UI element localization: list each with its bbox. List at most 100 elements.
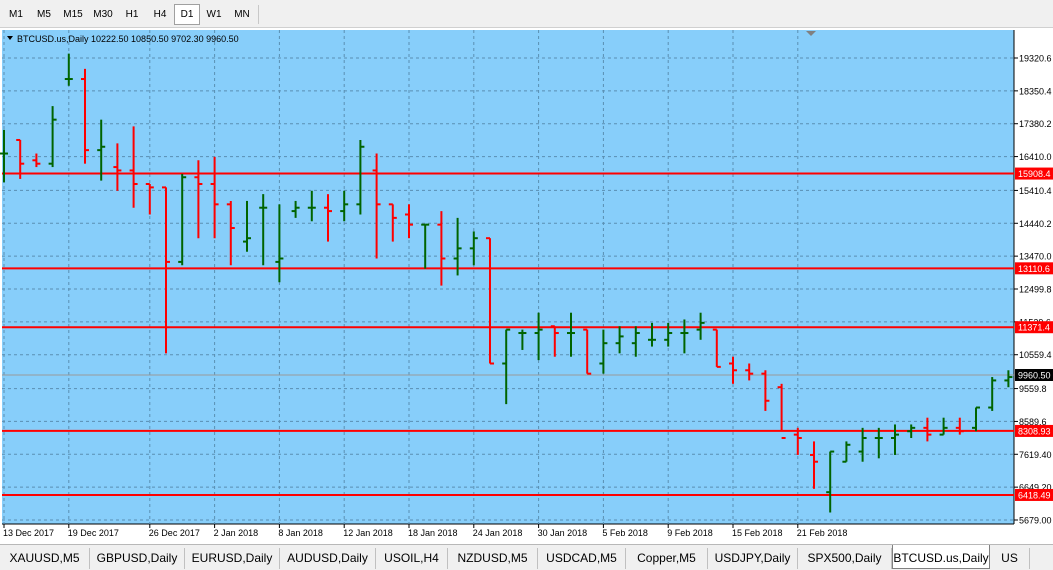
- ohlc-bar: [307, 190, 316, 222]
- x-tick-label: 26 Dec 2017: [149, 528, 200, 538]
- chart-tab[interactable]: BTCUSD.us,Daily: [892, 545, 990, 569]
- level-label: 6418.49: [1018, 490, 1051, 500]
- chart-tab[interactable]: SPX500,Daily: [798, 548, 892, 569]
- ohlc-bar: [550, 325, 559, 357]
- ohlc-bar: [874, 427, 883, 459]
- ohlc-chart[interactable]: 19320.6 18350.4 17380.2 16410.0 15410.4 14440…: [0, 28, 1053, 544]
- chart-tab[interactable]: AUDUSD,Daily: [280, 548, 376, 569]
- ohlc-bar: [291, 200, 300, 218]
- y-tick-label: 6649.20: [1019, 483, 1052, 493]
- timeframe-h4-button[interactable]: H4: [146, 4, 174, 25]
- x-tick-label: 5 Feb 2018: [602, 528, 648, 538]
- ohlc-bar: [486, 237, 494, 365]
- level-label: 13110.6: [1018, 264, 1050, 274]
- level-label-bg: [1015, 262, 1053, 275]
- x-tick-label: 2 Jan 2018: [214, 528, 259, 538]
- y-tick-label: 9559.8: [1019, 384, 1047, 394]
- ohlc-bar: [534, 312, 543, 361]
- ohlc-bar: [826, 450, 835, 513]
- x-tick-label: 30 Jan 2018: [538, 528, 588, 538]
- ohlc-bar: [891, 424, 899, 455]
- ohlc-bar: [810, 441, 818, 489]
- y-tick-label: 15410.4: [1019, 186, 1052, 196]
- ohlc-bar: [729, 356, 737, 384]
- chart-tab[interactable]: XAUUSD,M5: [0, 548, 90, 569]
- ohlc-bar: [453, 217, 462, 276]
- y-tick-label: 7619.40: [1019, 450, 1052, 460]
- ohlc-bar: [243, 200, 251, 252]
- x-tick-label: 18 Jan 2018: [408, 528, 458, 538]
- y-tick-label: 8589.6: [1019, 417, 1047, 427]
- horizontal-levels: [2, 172, 1014, 496]
- x-tick-label: 8 Jan 2018: [278, 528, 323, 538]
- y-tick-label: 5679.00: [1019, 516, 1052, 526]
- chart-tab[interactable]: USDCAD,M5: [538, 548, 626, 569]
- price-axis-bg: [1015, 28, 1053, 544]
- level-label: 8308.93: [1018, 426, 1051, 436]
- ohlc-bar: [145, 183, 154, 215]
- ohlc-bar: [615, 326, 624, 354]
- level-label-bg: [1015, 321, 1053, 334]
- ohlc-bar: [502, 328, 511, 405]
- ohlc-bar: [923, 417, 932, 442]
- y-tick-label: 10559.4: [1019, 350, 1052, 360]
- timeframe-h1-button[interactable]: H1: [118, 4, 146, 25]
- chart-window[interactable]: 19320.6 18350.4 17380.2 16410.0 15410.4 14440…: [0, 28, 1053, 544]
- ohlc-bar: [518, 329, 527, 350]
- x-tick-label: 24 Jan 2018: [473, 528, 523, 538]
- ohlc-bar: [955, 417, 964, 435]
- level-label: 15908.4: [1018, 169, 1051, 179]
- timeframe-d1-button[interactable]: D1: [174, 4, 200, 25]
- ohlc-bar: [356, 139, 365, 215]
- ohlc-bar: [648, 322, 656, 347]
- chart-tab[interactable]: EURUSD,Daily: [185, 548, 280, 569]
- ohlc-bar: [972, 406, 980, 432]
- chart-tab[interactable]: USOIL,H4: [376, 548, 448, 569]
- ohlc-bar: [16, 138, 25, 179]
- toolbar-separator: [258, 5, 259, 24]
- triangle-down-icon[interactable]: [7, 36, 13, 40]
- ohlc-bar: [340, 190, 349, 222]
- ohlc-bar: [372, 153, 381, 259]
- ohlc-bar: [664, 322, 673, 347]
- level-label-bg: [1015, 167, 1053, 180]
- timeframe-m5-button[interactable]: M5: [30, 4, 58, 25]
- level-label-bg: [1015, 488, 1053, 501]
- x-tick-label: 19 Dec 2017: [68, 528, 119, 538]
- timeframe-w1-button[interactable]: W1: [200, 4, 228, 25]
- y-tick-label: 19320.6: [1019, 54, 1052, 64]
- ohlc-bar: [32, 153, 41, 168]
- ohlc-bar: [81, 68, 89, 164]
- ohlc-bar: [761, 370, 770, 411]
- time-axis: 13 Dec 2017 19 Dec 2017 26 Dec 2017 2 Jan 2…: [0, 524, 1015, 544]
- ohlc-bar: [97, 119, 106, 181]
- timeframe-m30-button[interactable]: M30: [88, 4, 118, 25]
- y-tick-label: 18350.4: [1019, 86, 1052, 96]
- x-tick-label: 13 Dec 2017: [3, 528, 54, 538]
- x-tick-label: 21 Feb 2018: [797, 528, 848, 538]
- ohlc-bar: [858, 427, 867, 462]
- chart-tab[interactable]: USDJPY,Daily: [708, 548, 798, 569]
- y-tick-label: 12499.8: [1019, 285, 1052, 295]
- timeframe-m15-button[interactable]: M15: [58, 4, 88, 25]
- ohlc-bar: [696, 312, 705, 340]
- ohlc-bar: [988, 377, 997, 411]
- chart-tab[interactable]: US: [990, 548, 1030, 569]
- ohlc-bar: [324, 194, 332, 242]
- plot-area[interactable]: [2, 30, 1014, 524]
- chart-tab[interactable]: NZDUSD,M5: [448, 548, 538, 569]
- price-axis: 19320.6 18350.4 17380.2 16410.0 15410.4 14440…: [1014, 28, 1053, 544]
- chart-tab[interactable]: Copper,M5: [626, 548, 708, 569]
- ohlc-bar: [842, 441, 851, 463]
- current-price-label: 9960.50: [1018, 370, 1051, 380]
- timeframe-mn-button[interactable]: MN: [228, 4, 256, 25]
- ohlc-bar: [567, 312, 575, 357]
- ohlc-bar: [712, 328, 721, 368]
- ohlc-bar: [162, 186, 170, 354]
- ohlc-bar: [226, 200, 235, 266]
- ohlc-bar: [259, 194, 268, 266]
- timeframe-m1-button[interactable]: M1: [2, 4, 30, 25]
- shift-marker-icon[interactable]: [806, 31, 816, 36]
- ohlc-bar: [64, 53, 73, 86]
- chart-tab[interactable]: GBPUSD,Daily: [90, 548, 185, 569]
